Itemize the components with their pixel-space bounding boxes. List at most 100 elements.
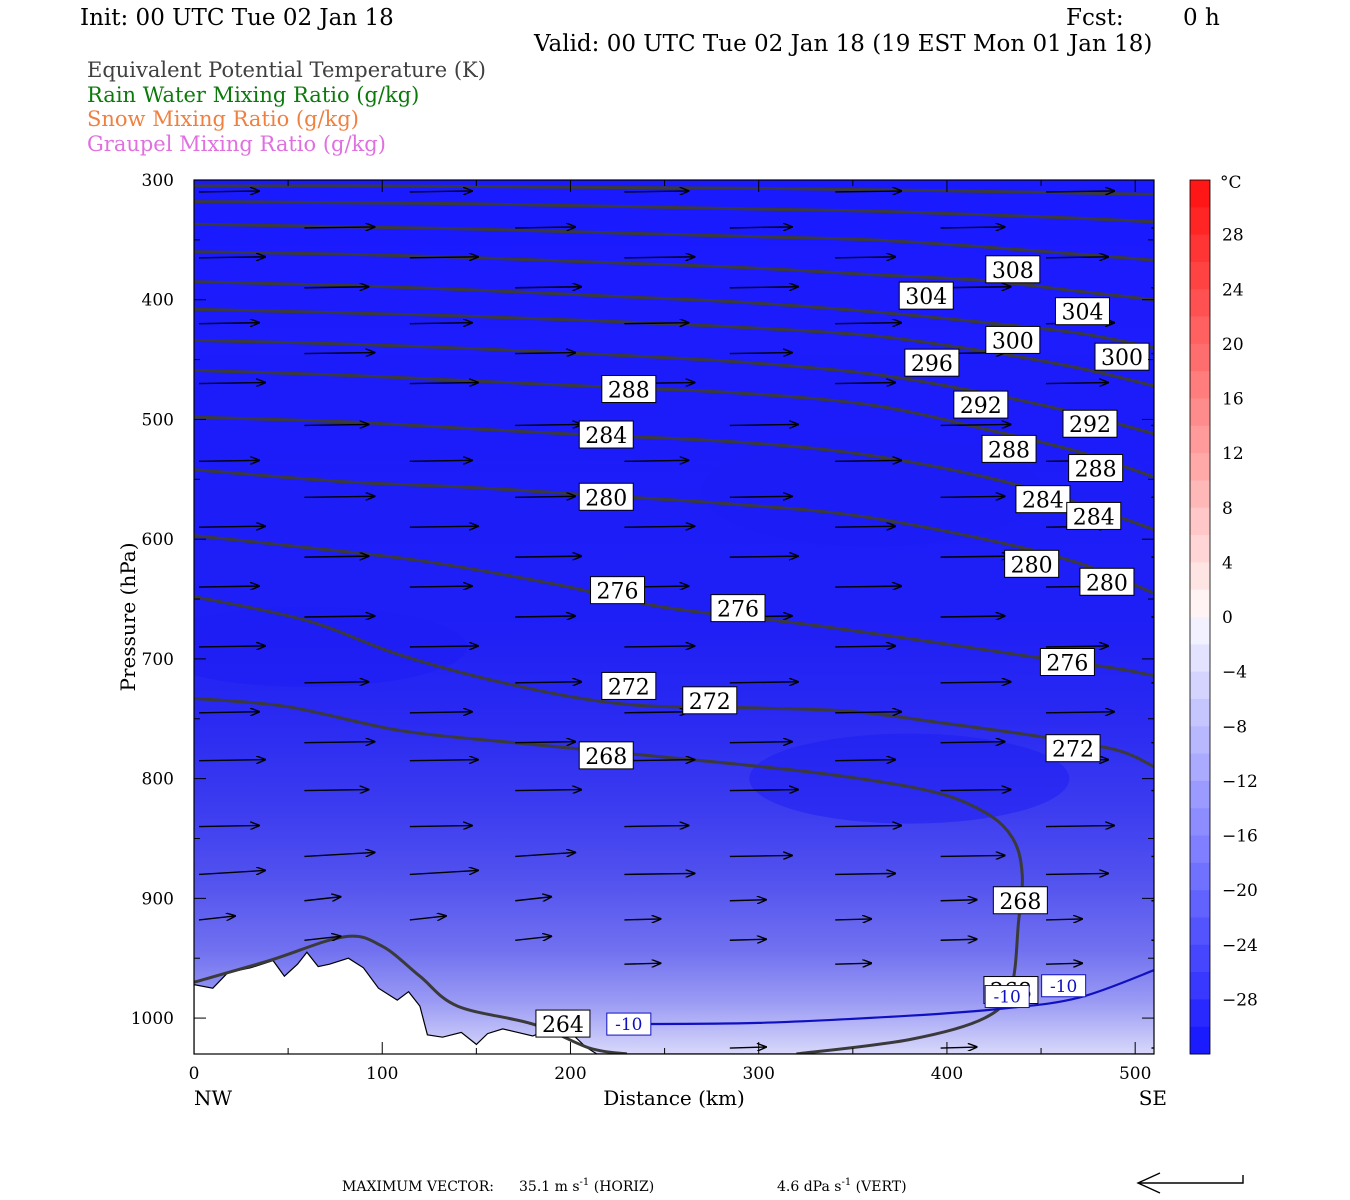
wind-vector <box>729 900 766 901</box>
wind-vector <box>1151 1047 1154 1049</box>
theta-e-label-box <box>1045 734 1101 763</box>
wind-vector <box>624 919 660 920</box>
wind-vector <box>835 919 871 920</box>
wind-vector <box>515 556 581 557</box>
wind-vector <box>940 616 1005 617</box>
reference-vector-arrow <box>1136 1172 1244 1194</box>
theta-e-label: 308 <box>992 259 1034 284</box>
legend-snow: Snow Mixing Ratio (g/kg) <box>87 107 359 131</box>
max-vector-label: MAXIMUM VECTOR: <box>342 1179 494 1195</box>
x-tick-label: 100 <box>366 1064 398 1084</box>
theta-e-label-box <box>590 576 646 605</box>
theta-e-contour-304 <box>194 250 1154 302</box>
colorbar-unit: °C <box>1220 173 1242 193</box>
colorbar-segment <box>1190 234 1210 263</box>
colorbar-tick-label: 12 <box>1222 444 1244 464</box>
colorbar-tick-label: −12 <box>1222 772 1258 792</box>
colorbar-segment <box>1190 398 1210 427</box>
wind-vector <box>835 760 895 761</box>
wind-vector <box>835 873 895 874</box>
theta-e-label: 284 <box>585 424 627 449</box>
wind-vector <box>409 646 478 647</box>
theta-e-label-box <box>535 1009 591 1038</box>
x-tick-label: 0 <box>189 1064 200 1084</box>
wind-vector <box>304 936 340 940</box>
legend-theta-e: Equivalent Potential Temperature (K) <box>87 58 486 82</box>
wind-vector <box>515 353 575 354</box>
y-tick-label: 900 <box>142 889 174 909</box>
y-tick-label: 300 <box>142 171 174 191</box>
wind-vector <box>515 682 581 683</box>
wind-vector <box>729 424 798 425</box>
wind-vector <box>198 826 259 827</box>
y-tick-label: 500 <box>142 410 174 430</box>
theta-e-label: 276 <box>717 598 759 623</box>
wind-vector <box>304 227 374 228</box>
colorbar-segment <box>1190 207 1210 236</box>
wind-vector <box>515 616 575 617</box>
wind-vector <box>409 760 478 761</box>
x-tick-label: 400 <box>931 1064 963 1084</box>
colorbar-segment <box>1190 917 1210 946</box>
theta-e-label-box <box>1004 549 1060 578</box>
wind-vector <box>198 760 265 761</box>
wind-vector <box>835 191 901 192</box>
colorbar-segment <box>1190 944 1210 973</box>
colorbar-segment <box>1190 808 1210 836</box>
wind-vector <box>940 855 1005 856</box>
wind-vector <box>1151 899 1154 902</box>
colorbar-segment <box>1190 371 1210 399</box>
colorbar-tick-label: 8 <box>1222 499 1233 519</box>
wind-vector <box>835 712 901 713</box>
wind-vector <box>835 646 895 647</box>
colorbar-segment <box>1190 480 1210 509</box>
wind-vector <box>304 790 368 791</box>
wind-vector <box>1046 646 1108 647</box>
theta-e-label: 280 <box>1011 553 1053 578</box>
y-tick-label: 600 <box>142 530 174 550</box>
wind-vector <box>1046 383 1108 384</box>
colorbar-segment <box>1190 425 1210 454</box>
theta-e-label-box <box>601 671 657 700</box>
wind-vector <box>940 939 977 940</box>
theta-e-label-box <box>898 281 954 310</box>
wind-vector <box>624 526 694 527</box>
y-axis-label: Pressure (hPa) <box>116 543 140 692</box>
theta-e-label-box <box>904 348 960 377</box>
max-vector-vert: 4.6 dPa s-1 (VERT) <box>777 1177 907 1195</box>
colorbar-segment <box>1190 316 1210 345</box>
wind-vector <box>729 287 798 288</box>
theta-e-label-box <box>1015 485 1071 514</box>
wind-vector <box>940 790 1011 791</box>
isotherm-label-box <box>606 1012 652 1036</box>
theta-e-label-box <box>985 255 1041 284</box>
theta-e-label: 272 <box>689 690 731 715</box>
theta-e-label-box <box>985 325 1041 354</box>
temperature-shade <box>194 606 467 687</box>
colorbar-segment <box>1190 535 1210 563</box>
wind-vector <box>304 353 374 354</box>
colorbar-tick-label: −8 <box>1222 717 1247 737</box>
colorbar-segment <box>1190 507 1210 536</box>
theta-e-label: 280 <box>585 486 627 511</box>
wind-vector <box>515 424 581 425</box>
wind-vector <box>624 323 688 324</box>
theta-e-label: 304 <box>905 285 947 310</box>
x-end-label-left: NW <box>194 1086 233 1110</box>
wind-vector <box>624 460 688 461</box>
colorbar-segment <box>1190 589 1210 618</box>
forecast-hour: 0 h <box>1183 5 1220 31</box>
wind-vector <box>198 383 265 384</box>
theta-e-label-box <box>578 741 634 770</box>
wind-vector <box>729 227 792 228</box>
wind-vector <box>304 897 340 901</box>
colorbar-tick-label: −28 <box>1222 990 1258 1010</box>
wind-vector <box>835 383 895 384</box>
wind-vector <box>304 682 368 683</box>
wind-vector <box>409 383 478 384</box>
theta-e-label: 280 <box>1086 571 1128 596</box>
theta-e-contour-316 <box>194 184 1154 196</box>
wind-vector <box>198 916 235 920</box>
theta-e-label-box <box>710 594 766 623</box>
theta-e-label-box <box>992 886 1048 915</box>
